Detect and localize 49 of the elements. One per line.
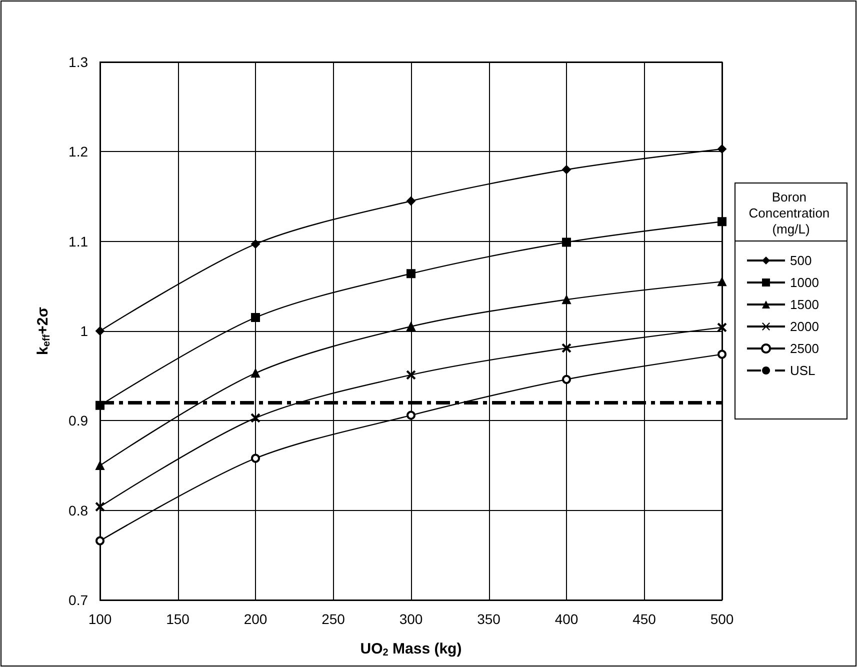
point [406, 322, 416, 332]
point [96, 461, 104, 470]
point [718, 350, 726, 359]
x-tick-label: 400 [554, 611, 578, 627]
y-tick-label: 0.9 [68, 412, 88, 429]
point [251, 313, 260, 322]
x-tick-label: 450 [632, 611, 656, 627]
point [251, 368, 260, 378]
point [562, 374, 571, 384]
y-tick-label: 0.7 [68, 592, 88, 608]
x-tick-label: 300 [399, 611, 423, 627]
point [562, 165, 571, 174]
legend-label: 1500 [790, 297, 819, 312]
point [406, 196, 416, 206]
point [562, 344, 571, 353]
x-tick-label: 500 [710, 611, 734, 627]
point [96, 326, 104, 336]
legend-label: 2000 [790, 319, 819, 334]
x-tick-label: 150 [166, 611, 190, 627]
y-tick-label: 1.2 [68, 144, 88, 160]
point [96, 400, 104, 410]
point [406, 269, 416, 278]
point [406, 370, 416, 380]
point [562, 295, 571, 304]
point [96, 502, 104, 512]
point [718, 322, 726, 332]
legend-label: 2500 [790, 341, 819, 356]
point [718, 277, 726, 286]
point [718, 217, 726, 226]
legend-label: USL [790, 363, 816, 378]
x-tick-label: 350 [477, 611, 501, 627]
x-tick-label: 200 [244, 611, 268, 627]
legend-label: 1000 [790, 275, 819, 290]
point [96, 536, 104, 546]
y-tick-label: 1.3 [68, 54, 88, 70]
x-tick-label: 100 [88, 611, 112, 627]
point [251, 413, 260, 422]
legend-title: Boron Concentration (mg/L) [748, 190, 834, 236]
y-tick-label: 1 [80, 323, 88, 339]
x-tick-label: 250 [322, 611, 346, 627]
point [718, 144, 726, 154]
point [251, 454, 260, 463]
point [562, 238, 571, 247]
point [251, 240, 260, 249]
y-tick-label: 0.8 [68, 502, 88, 518]
y-axis-title: keff+2σ [34, 307, 52, 355]
point [406, 410, 416, 420]
y-tick-label: 1.1 [68, 233, 88, 250]
legend-label: 500 [790, 253, 812, 268]
